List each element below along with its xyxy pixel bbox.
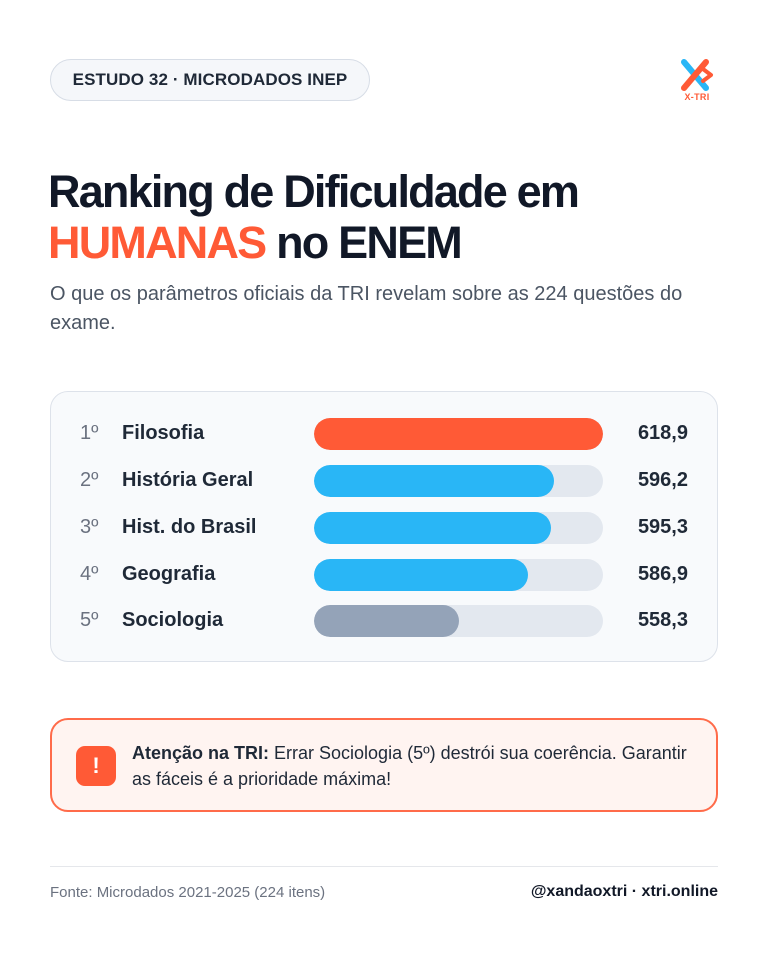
alert-body: Errar Sociologia (5º) destrói sua coerên… <box>132 743 687 789</box>
chart-row-5: 5º Sociologia 558,3 <box>51 605 717 637</box>
logo-text: X-TRI <box>684 92 710 102</box>
value-label: 595,3 <box>637 516 688 538</box>
bar-fill <box>314 465 554 497</box>
category-label: Filosofia <box>122 422 205 444</box>
x-tri-logo-icon <box>681 59 713 91</box>
bar-fill <box>314 605 459 637</box>
tri-alert-box: ! Atenção na TRI: Errar Sociologia (5º) … <box>50 718 718 812</box>
source-note: Fonte: Microdados 2021-2025 (224 itens) <box>50 884 326 901</box>
rank-label: 5º <box>80 609 99 631</box>
bar-track <box>314 605 603 637</box>
alert-message: Atenção na TRI: Errar Sociologia (5º) de… <box>132 740 702 792</box>
study-badge: ESTUDO 32 · MICRODADOS INEP <box>50 59 370 101</box>
bar-track <box>314 465 603 497</box>
bar-fill <box>314 418 603 450</box>
title-line-2: no ENEM <box>265 217 463 268</box>
chart-row-3: 3º Hist. do Brasil 595,3 <box>51 512 717 544</box>
subtitle: O que os parâmetros oficiais da TRI reve… <box>50 283 683 334</box>
bar-track <box>314 512 603 544</box>
social-handle: @xandaoxtri · xtri.online <box>530 883 718 900</box>
rank-label: 4º <box>80 563 99 585</box>
page-title: Ranking de Dificuldade em HUMANAS no ENE… <box>48 166 728 268</box>
bar-fill <box>314 559 528 591</box>
category-label: Geografia <box>122 563 216 585</box>
rank-label: 3º <box>80 516 99 538</box>
brand-logo: X-TRI <box>676 58 718 104</box>
rank-label: 2º <box>80 469 99 491</box>
rank-label: 1º <box>80 422 99 444</box>
value-label: 558,3 <box>637 609 688 631</box>
value-label: 596,2 <box>637 469 688 491</box>
category-label: Sociologia <box>122 609 224 631</box>
category-label: História Geral <box>122 469 254 491</box>
bar-track <box>314 559 603 591</box>
chart-row-4: 4º Geografia 586,9 <box>51 559 717 591</box>
title-accent: HUMANAS <box>48 217 267 268</box>
value-label: 618,9 <box>637 422 688 444</box>
exclamation-icon: ! <box>76 746 116 786</box>
alert-title: Atenção na TRI: <box>132 743 270 763</box>
title-line-1: Ranking de Dificuldade em <box>48 166 580 217</box>
ranking-chart-card: 1º Filosofia 618,9 2º História Geral 596… <box>50 391 718 662</box>
value-label: 586,9 <box>637 563 688 585</box>
bar-track <box>314 418 603 450</box>
footer-divider <box>50 866 718 867</box>
chart-row-1: 1º Filosofia 618,9 <box>51 418 717 450</box>
category-label: Hist. do Brasil <box>122 516 257 538</box>
bar-fill <box>314 512 551 544</box>
chart-row-2: 2º História Geral 596,2 <box>51 465 717 497</box>
